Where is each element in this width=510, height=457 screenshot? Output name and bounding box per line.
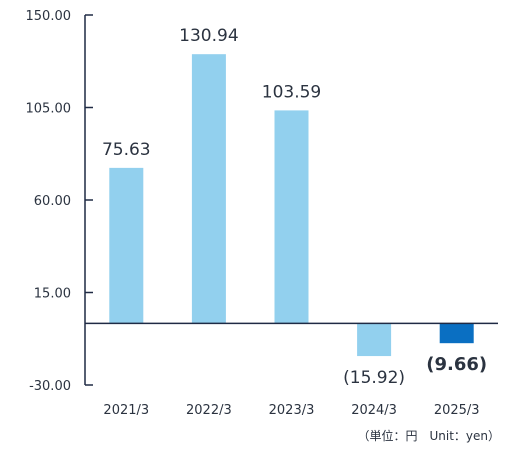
value-label: 130.94 bbox=[179, 26, 238, 46]
y-tick-label: 105.00 bbox=[26, 102, 72, 117]
bar bbox=[191, 54, 226, 324]
value-label: 75.63 bbox=[102, 140, 151, 160]
y-tick-label: 150.00 bbox=[26, 9, 72, 24]
value-label: 103.59 bbox=[262, 82, 321, 102]
bar bbox=[274, 110, 309, 324]
x-tick-label: 2023/3 bbox=[269, 403, 315, 418]
x-tick-label: 2024/3 bbox=[351, 403, 397, 418]
bar bbox=[109, 167, 144, 324]
y-tick-label: -30.00 bbox=[29, 379, 71, 394]
bar bbox=[357, 323, 392, 357]
value-label: (9.66) bbox=[426, 354, 487, 375]
x-tick-label: 2025/3 bbox=[434, 403, 480, 418]
y-tick-label: 15.00 bbox=[34, 287, 71, 302]
value-label: (15.92) bbox=[343, 368, 405, 388]
x-tick-label: 2022/3 bbox=[186, 403, 232, 418]
x-tick-label: 2021/3 bbox=[103, 403, 149, 418]
unit-note: （単位：円 Unit：yen） bbox=[357, 428, 500, 443]
bar bbox=[439, 323, 474, 344]
y-tick-label: 60.00 bbox=[34, 194, 71, 209]
